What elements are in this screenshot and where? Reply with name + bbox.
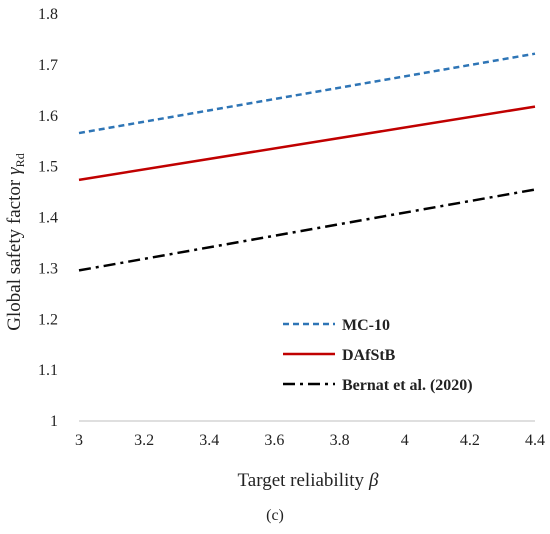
x-tick-labels: 3 3.2 3.4 3.6 3.8 4 4.2 4.4 [75,432,545,449]
series-line-dafstb [78,105,536,182]
panel-label: (c) [266,507,284,524]
y-axis-symbol: γ [4,167,25,175]
y-tick-label: 1.8 [38,6,58,23]
legend-label: MC-10 [342,317,390,334]
x-tick-label: 3.8 [330,432,350,449]
y-tick-label: 1.7 [38,57,58,74]
y-tick-label: 1 [50,413,58,430]
y-tick-labels: 1 1.1 1.2 1.3 1.4 1.5 1.6 1.7 1.8 [38,6,58,430]
x-tick-label: 3.6 [264,432,284,449]
y-tick-label: 1.3 [38,260,58,277]
legend: MC-10 DAfStB Bernat et al. (2020) [283,317,473,394]
y-axis-title: Global safety factor γRd [4,153,27,330]
x-axis-title: Target reliability β [238,470,380,491]
x-axis-title-text: Target reliability [238,470,365,491]
y-axis-title-text: Global safety factor [4,179,25,331]
x-tick-label: 3.2 [134,432,154,449]
y-tick-label: 1.5 [38,159,58,176]
x-tick-label: 3.4 [199,432,219,449]
x-tick-label: 4.4 [525,432,545,449]
x-tick-label: 4 [401,432,409,449]
y-tick-label: 1.2 [38,311,58,328]
series-line-mc-10 [78,52,536,135]
legend-label: Bernat et al. (2020) [342,377,473,394]
y-tick-label: 1.1 [38,362,58,379]
y-tick-label: 1.4 [38,210,58,227]
series-lines [78,52,536,272]
x-tick-label: 3 [75,432,83,449]
legend-label: DAfStB [342,347,396,364]
y-axis-subscript: Rd [13,153,27,167]
series-line-bernat-et-al-2020 [78,188,536,272]
x-tick-label: 4.2 [460,432,480,449]
y-tick-label: 1.6 [38,108,58,125]
x-axis-symbol: β [368,470,379,491]
